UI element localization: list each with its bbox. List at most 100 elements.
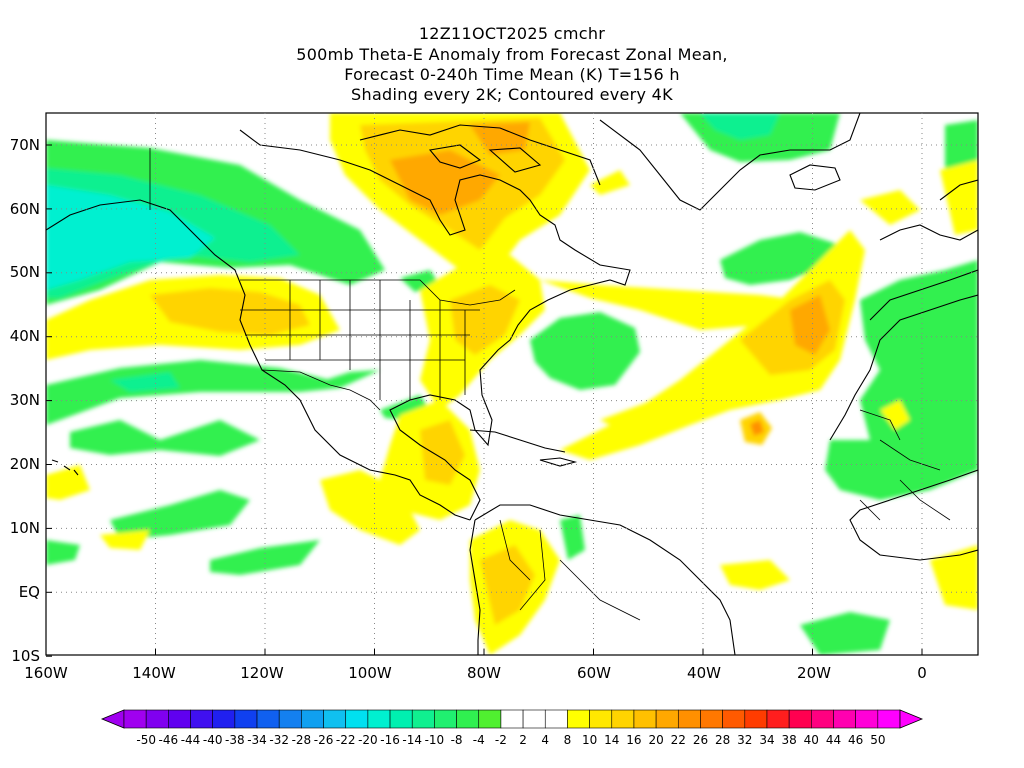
title-line-4: Shading every 2K; Contoured every 4K bbox=[351, 85, 673, 104]
colorbar-swatch bbox=[522, 709, 546, 729]
colorbar-label: 26 bbox=[693, 733, 708, 747]
colorbar-label: 28 bbox=[715, 733, 730, 747]
colorbar-swatch bbox=[411, 709, 435, 729]
colorbar-swatch bbox=[478, 709, 502, 729]
lat-label-10n: 10N bbox=[10, 519, 40, 537]
colorbar-label: 50 bbox=[870, 733, 885, 747]
graticule bbox=[46, 113, 978, 655]
south-america-borders bbox=[499, 519, 641, 621]
colorbar-label: -2 bbox=[495, 733, 507, 747]
colorbar-label: -16 bbox=[380, 733, 400, 747]
colorbar-swatch bbox=[611, 709, 635, 729]
colorbar-label: 4 bbox=[541, 733, 549, 747]
colorbar-swatch bbox=[145, 709, 169, 729]
colorbar-label: -20 bbox=[358, 733, 378, 747]
political-borders bbox=[149, 148, 951, 621]
colorbar-swatch bbox=[123, 709, 147, 729]
colorbar-label: -32 bbox=[269, 733, 289, 747]
colorbar-label: 14 bbox=[604, 733, 619, 747]
colorbar-low-arrow bbox=[100, 709, 125, 729]
colorbar-label: 34 bbox=[759, 733, 774, 747]
colorbar-swatch bbox=[877, 709, 901, 729]
colorbar-swatch bbox=[168, 709, 191, 729]
coastline-cuba-hispaniola bbox=[469, 429, 566, 453]
colorbar-label: 22 bbox=[671, 733, 686, 747]
lon-label-80w: 80W bbox=[467, 664, 501, 682]
colorbar-label: 2 bbox=[519, 733, 527, 747]
lat-label-60n: 60N bbox=[10, 200, 40, 218]
colorbar-label: -40 bbox=[203, 733, 223, 747]
colorbar-label: -10 bbox=[425, 733, 445, 747]
colorbar-swatch bbox=[544, 709, 568, 729]
lon-label-140w: 140W bbox=[132, 664, 176, 682]
colorbar-swatch bbox=[655, 709, 679, 729]
colorbar-swatch bbox=[256, 709, 280, 729]
colorbar-label: 40 bbox=[804, 733, 819, 747]
colorbar-swatch bbox=[722, 709, 746, 729]
colorbar-swatch bbox=[633, 709, 657, 729]
colorbar bbox=[100, 709, 924, 729]
colorbar-label: -44 bbox=[181, 733, 201, 747]
colorbar-swatch bbox=[345, 709, 369, 729]
colorbar-swatch bbox=[700, 709, 723, 729]
colorbar-label: -46 bbox=[159, 733, 179, 747]
colorbar-swatch bbox=[833, 709, 856, 729]
colorbar-labels: -50 -46 -44 -40 -38 -34 -32 -28 -26 -22 -20 -16 -14-… bbox=[136, 733, 885, 747]
coastline-africa bbox=[849, 469, 978, 561]
us-state-lines bbox=[240, 280, 480, 400]
lon-label-20w: 20W bbox=[797, 664, 831, 682]
lon-label-120w: 120W bbox=[240, 664, 284, 682]
lat-label-30n: 30N bbox=[10, 391, 40, 409]
axis-ticks bbox=[45, 144, 923, 657]
lon-label-0: 0 bbox=[917, 664, 927, 682]
colorbar-swatch bbox=[744, 709, 768, 729]
lat-label-70n: 70N bbox=[10, 136, 40, 154]
shade-central-pacific bbox=[46, 360, 330, 425]
colorbar-label: -4 bbox=[473, 733, 485, 747]
lat-label-eq: EQ bbox=[19, 583, 40, 601]
colorbar-swatch bbox=[567, 709, 590, 729]
anomaly-shading bbox=[46, 113, 978, 655]
colorbar-swatch bbox=[677, 709, 701, 729]
africa-borders bbox=[859, 409, 951, 521]
colorbar-label: -34 bbox=[247, 733, 267, 747]
colorbar-swatch bbox=[278, 709, 302, 729]
colorbar-swatch bbox=[301, 709, 324, 729]
colorbar-high-arrow bbox=[899, 709, 924, 729]
colorbar-swatch bbox=[190, 709, 213, 729]
lat-label-40n: 40N bbox=[10, 327, 40, 345]
colorbar-label: 32 bbox=[737, 733, 752, 747]
border-canada-us bbox=[240, 279, 516, 306]
colorbar-label: -26 bbox=[314, 733, 334, 747]
colorbar-label: 10 bbox=[582, 733, 597, 747]
colorbar-label: 44 bbox=[826, 733, 841, 747]
border-us-mexico bbox=[261, 369, 381, 411]
colorbar-swatch bbox=[855, 709, 879, 729]
coastline-europe bbox=[869, 269, 978, 321]
colorbar-label: -38 bbox=[225, 733, 245, 747]
colorbar-swatch bbox=[788, 709, 812, 729]
lon-label-160w: 160W bbox=[24, 664, 68, 682]
colorbar-swatch bbox=[456, 709, 480, 729]
coastline-south-america bbox=[474, 504, 736, 655]
colorbar-label: 20 bbox=[648, 733, 663, 747]
colorbar-swatch bbox=[367, 709, 391, 729]
coastline-arctic-islands bbox=[359, 124, 601, 186]
colorbar-label: 38 bbox=[782, 733, 797, 747]
colorbar-swatch bbox=[811, 709, 834, 729]
coastline-hawaii bbox=[51, 459, 79, 476]
colorbar-swatch bbox=[500, 709, 524, 729]
colorbar-swatch bbox=[589, 709, 613, 729]
lon-label-100w: 100W bbox=[348, 664, 392, 682]
colorbar-label: -28 bbox=[292, 733, 312, 747]
title-line-2: 500mb Theta-E Anomaly from Forecast Zona… bbox=[296, 45, 728, 64]
colorbar-swatch bbox=[766, 709, 790, 729]
lat-label-50n: 50N bbox=[10, 263, 40, 281]
shade-atlantic-low bbox=[530, 312, 640, 390]
colorbar-label: 16 bbox=[626, 733, 641, 747]
colorbar-label: 46 bbox=[848, 733, 863, 747]
coastline-iceland bbox=[789, 164, 841, 191]
colorbar-swatch bbox=[234, 709, 258, 729]
lon-label-60w: 60W bbox=[577, 664, 611, 682]
lon-label-40w: 40W bbox=[687, 664, 721, 682]
